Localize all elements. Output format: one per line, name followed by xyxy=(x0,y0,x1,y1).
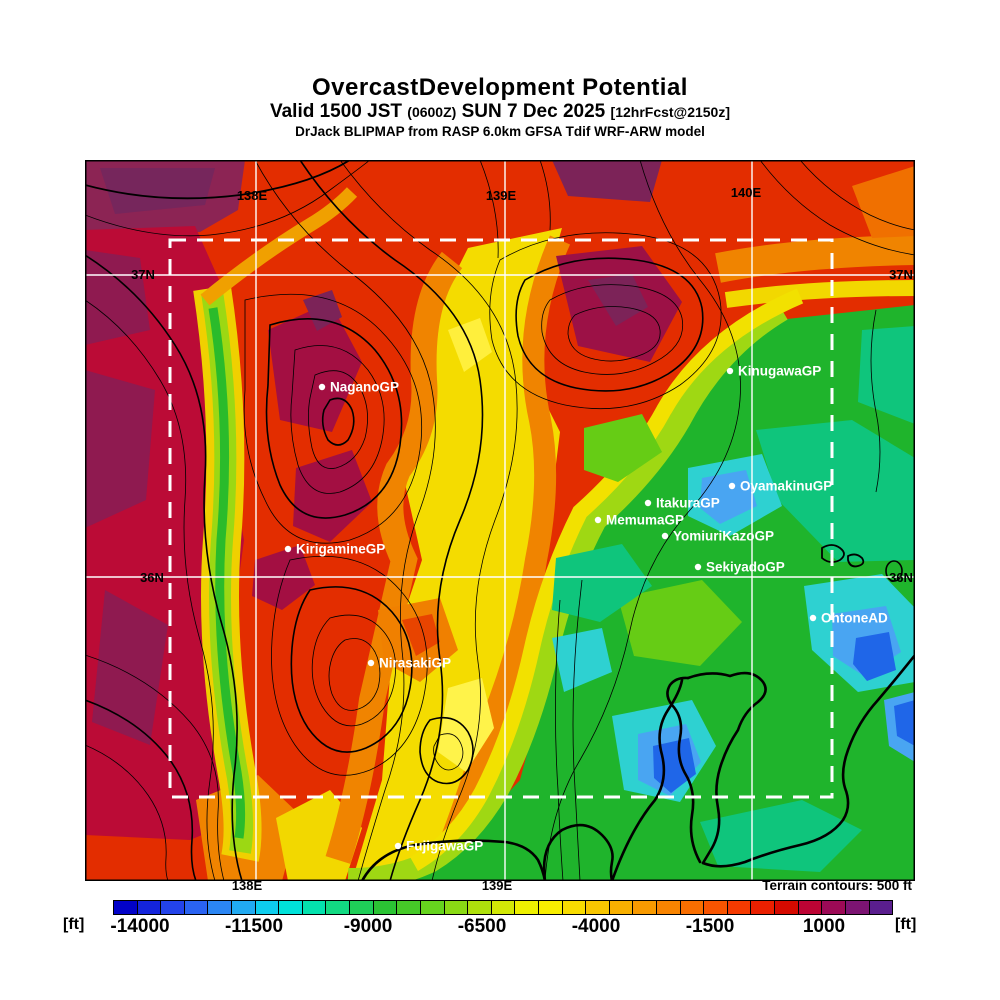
site-label-fujigawagp: FujigawaGP xyxy=(406,839,483,854)
colorbar-segment-14 xyxy=(444,901,469,914)
forecast-note: [12hrFcst@2150z] xyxy=(610,104,731,120)
colorbar-segment-27 xyxy=(751,901,776,914)
colorbar-segment-16 xyxy=(491,901,516,914)
colorbar-segment-4 xyxy=(208,901,233,914)
colorbar-segment-10 xyxy=(350,901,374,914)
grid-labels: 138E 139E 140E 37N 37N 36N 36N xyxy=(131,185,913,585)
colorbar-segment-25 xyxy=(704,901,728,914)
grid-label-37n: 37N xyxy=(889,267,913,282)
site-dot-fujigawagp xyxy=(394,842,402,850)
colorbar-segment-26 xyxy=(727,901,752,914)
site-dot-naganogp xyxy=(318,383,326,391)
terrain-note: Terrain contours: 500 ft xyxy=(762,878,912,893)
colorbar-segment-31 xyxy=(845,901,870,914)
colorbar-segment-29 xyxy=(798,901,823,914)
site-label-yomiurikazogp: YomiuriKazoGP xyxy=(673,529,774,544)
colorbar-tick--14000: -14000 xyxy=(110,916,170,937)
valid-time-line: Valid 1500 JST (0600Z) SUN 7 Dec 2025 [1… xyxy=(10,101,990,123)
colorbar-segment-5 xyxy=(232,901,256,914)
model-domain-dashed-box xyxy=(168,238,834,799)
map-border xyxy=(85,160,915,881)
site-dot-sekiyadogp xyxy=(694,563,702,571)
colorbar-tick--6500: -6500 xyxy=(457,916,507,937)
site-label-memumagp: MemumaGP xyxy=(606,513,684,528)
colorbar-segment-11 xyxy=(373,901,398,914)
grid-label-138e: 138E xyxy=(237,188,268,203)
site-label-naganogp: NaganoGP xyxy=(330,380,399,395)
site-label-sekiyadogp: SekiyadoGP xyxy=(706,560,785,575)
colorbar-segment-32 xyxy=(869,901,893,914)
site-dot-kinugawagp xyxy=(726,367,734,375)
colorbar-segment-2 xyxy=(161,901,185,914)
colorbar-unit-right: [ft] xyxy=(895,916,917,933)
colorbar-tick--11500: -11500 xyxy=(224,916,284,937)
colorbar-segment-17 xyxy=(515,901,539,914)
site-dot-oyamakinugp xyxy=(728,482,736,490)
colorbar-segment-6 xyxy=(255,901,280,914)
colorbar-segment-7 xyxy=(279,901,303,914)
below-map-labels: 138E 139E xyxy=(0,878,1000,896)
site-label-itakuragp: ItakuraGP xyxy=(656,496,720,511)
colorbar xyxy=(113,900,893,915)
colorbar-segment-22 xyxy=(633,901,658,914)
colorbar-tick--9000: -9000 xyxy=(343,916,393,937)
colorbar-segment-19 xyxy=(562,901,587,914)
grid-label-140e: 140E xyxy=(731,185,762,200)
grid-label-139e: 139E xyxy=(486,188,517,203)
grid-label-36n: 36N xyxy=(889,570,913,585)
colorbar-segment-12 xyxy=(397,901,421,914)
site-label-oyamakinugp: OyamakinuGP xyxy=(740,479,832,494)
bottom-grid-label-138e: 138E xyxy=(231,878,263,893)
model-line: DrJack BLIPMAP from RASP 6.0km GFSA Tdif… xyxy=(295,124,705,139)
site-dot-nirasakigp xyxy=(367,659,375,667)
colorbar-segment-0 xyxy=(114,901,138,914)
site-dot-yomiurikazogp xyxy=(661,532,669,540)
site-label-kirigaminegp: KirigamineGP xyxy=(296,542,385,557)
colorbar-segment-1 xyxy=(137,901,162,914)
colorbar-segment-9 xyxy=(326,901,351,914)
coastline xyxy=(360,544,915,881)
site-label-nirasakigp: NirasakiGP xyxy=(379,656,451,671)
map-area: 138E 139E 140E 37N 37N 36N 36N NaganoGP Kinugaw… xyxy=(85,160,915,881)
site-dot-ohtonead xyxy=(809,614,817,622)
colorbar-tick--4000: -4000 xyxy=(571,916,621,937)
terrain-contours xyxy=(85,160,915,881)
colorbar-segment-15 xyxy=(468,901,492,914)
valid-time-utc: (0600Z) xyxy=(407,104,457,120)
map-raster xyxy=(85,160,915,881)
valid-date: SUN 7 Dec 2025 xyxy=(461,101,606,122)
colorbar-segment-3 xyxy=(184,901,209,914)
latlon-grid xyxy=(85,160,915,881)
colorbar-segment-24 xyxy=(680,901,705,914)
colorbar-segment-21 xyxy=(609,901,634,914)
colorbar-segment-18 xyxy=(538,901,563,914)
colorbar-segment-30 xyxy=(822,901,846,914)
bottom-grid-label-139e: 139E xyxy=(481,878,513,893)
site-dot-memumagp xyxy=(594,516,602,524)
colorbar-segment-20 xyxy=(586,901,610,914)
colorbar-tick-1000: 1000 xyxy=(802,916,846,937)
colorbar-segment-28 xyxy=(775,901,799,914)
site-label-ohtonead: OhtoneAD xyxy=(821,611,888,626)
colorbar-segment-13 xyxy=(420,901,445,914)
site-dot-itakuragp xyxy=(644,499,652,507)
map-svg: 138E 139E 140E 37N 37N 36N 36N NaganoGP Kinugaw… xyxy=(85,160,915,881)
site-dot-kirigaminegp xyxy=(284,545,292,553)
page-title: OvercastDevelopment Potential xyxy=(312,74,688,101)
colorbar-unit-left: [ft] xyxy=(63,916,85,933)
valid-time-main: Valid 1500 JST xyxy=(269,101,402,122)
grid-label-36n: 36N xyxy=(140,570,164,585)
colorbar-segment-23 xyxy=(657,901,681,914)
colorbar-segment-8 xyxy=(302,901,327,914)
colorbar-ticks: -14000 -11500 -9000 -6500 -4000 -1500 1000 xyxy=(0,916,1000,940)
site-label-kinugawagp: KinugawaGP xyxy=(738,364,821,379)
colorbar-tick--1500: -1500 xyxy=(685,916,735,937)
grid-label-37n: 37N xyxy=(131,267,155,282)
site-markers: NaganoGP KinugawaGP OyamakinuGP ItakuraGP Me… xyxy=(284,364,888,854)
